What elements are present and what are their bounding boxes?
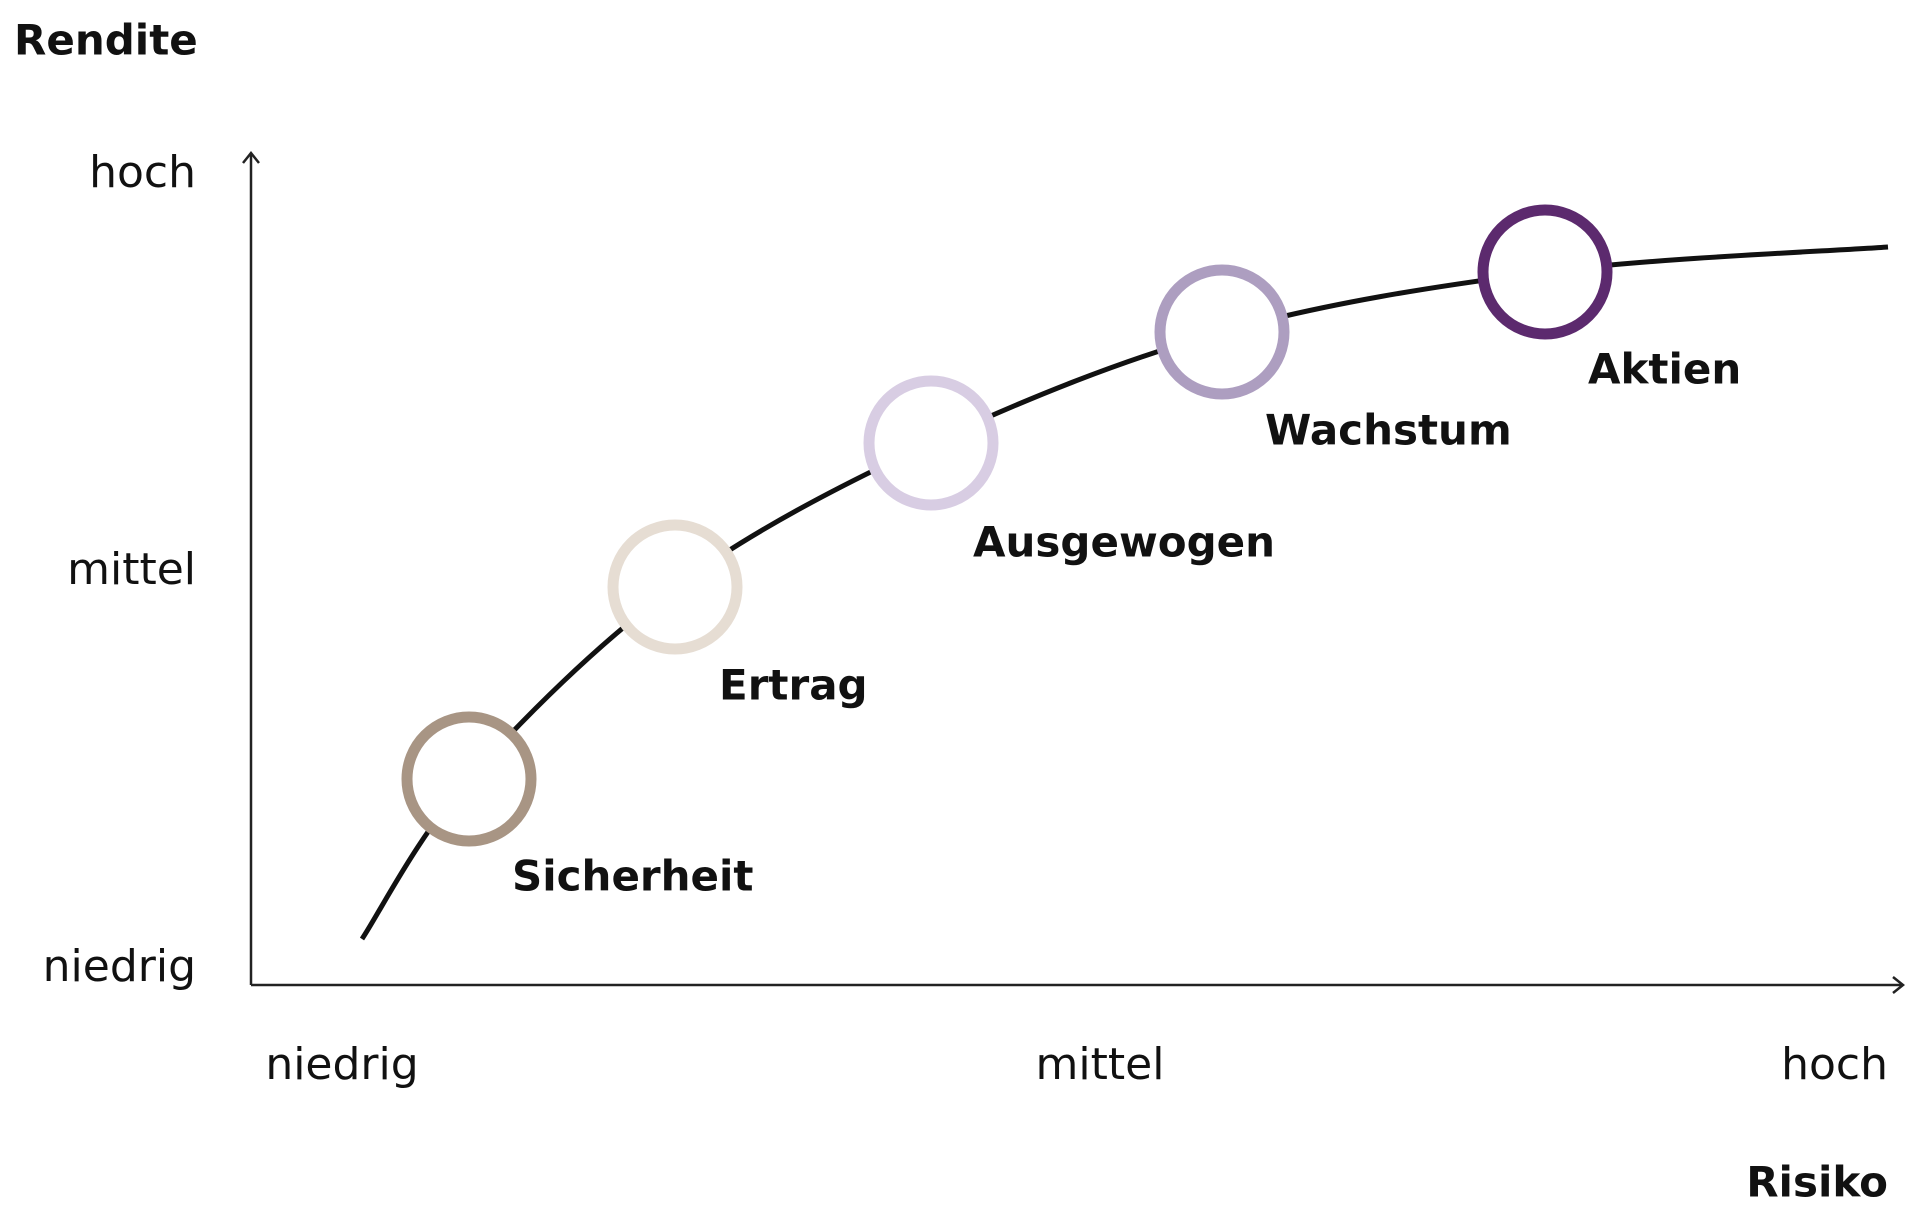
node-circle (863, 375, 999, 511)
y-axis-label: niedrig (43, 941, 196, 992)
node-circle (401, 711, 537, 847)
node-label: Wachstum (1265, 406, 1512, 455)
node-circle (1477, 204, 1613, 340)
x-axis-label: hoch (1781, 1039, 1888, 1090)
y-axis-title: Rendite (14, 16, 198, 65)
y-axis-label: hoch (89, 147, 196, 198)
x-axis-label: niedrig (265, 1039, 418, 1090)
node-label: Ertrag (719, 661, 868, 710)
node-label: Ausgewogen (973, 518, 1275, 567)
x-arrow (1892, 976, 1906, 994)
y-arrow (242, 150, 260, 164)
node-label: Sicherheit (512, 852, 754, 901)
node-circle (607, 519, 743, 655)
x-axis-title: Risiko (1746, 1158, 1888, 1207)
nodes: Sicherheit Ertrag Ausgewogen Wachstum Aktien (401, 204, 1741, 901)
x-axis-label: mittel (1036, 1039, 1165, 1090)
node-label: Aktien (1588, 345, 1741, 394)
axes (242, 150, 1906, 994)
y-axis-label: mittel (67, 544, 196, 595)
node-circle (1154, 264, 1290, 400)
